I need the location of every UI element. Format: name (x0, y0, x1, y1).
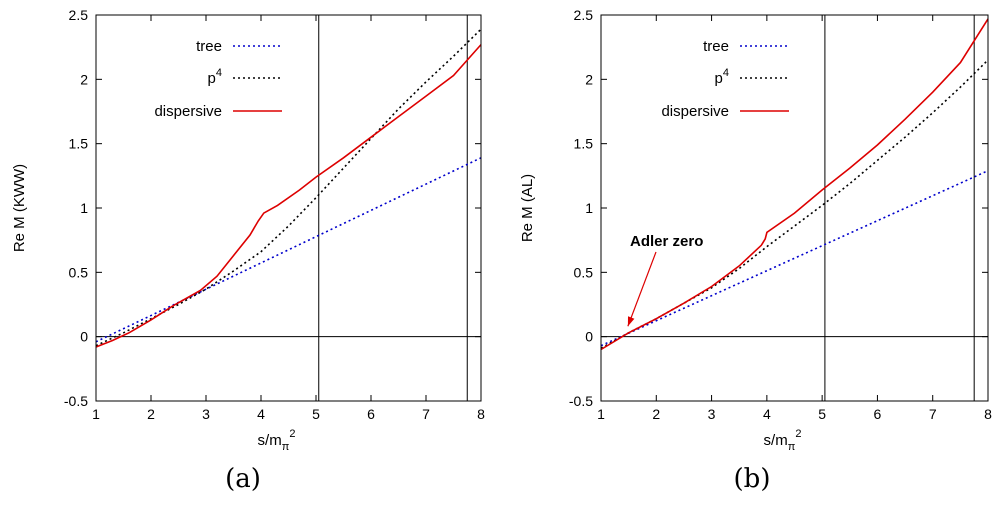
y-tick-label: 2.5 (69, 7, 89, 23)
x-tick-label: 7 (422, 406, 430, 422)
plot-frame (95, 14, 482, 402)
x-tick-label: 2 (147, 406, 155, 422)
y-tick-label: 1.5 (574, 136, 594, 152)
plot-frame (600, 14, 989, 402)
x-tick-label: 1 (597, 406, 605, 422)
x-tick-label: 6 (367, 406, 375, 422)
x-tick-label: 7 (929, 406, 937, 422)
series-line-tree (95, 157, 482, 343)
y-tick-label: 1.5 (69, 136, 89, 152)
annotation-arrow-head (627, 316, 635, 327)
y-tick-label: 0.5 (574, 264, 594, 280)
x-axis-label: s/mπ2 (258, 428, 296, 453)
y-tick-label: -0.5 (569, 393, 593, 409)
y-tick-label: 2.5 (574, 7, 594, 23)
y-tick-label: 0 (585, 329, 593, 345)
panel-b: 1 2 3 4 5 6 7 8 -0.5 0 0.5 1 1.5 2 2.5 tree p4 dispersive… (519, 7, 992, 494)
series-line-dispersive (600, 18, 989, 351)
panel-caption: (b) (734, 464, 771, 494)
y-tick-label: -0.5 (64, 393, 88, 409)
legend-label: p4 (715, 67, 729, 87)
x-tick-label: 5 (312, 406, 320, 422)
x-tick-label: 8 (477, 406, 485, 422)
x-tick-label: 5 (818, 406, 826, 422)
x-tick-label: 4 (257, 406, 265, 422)
y-tick-label: 2 (80, 71, 88, 87)
series-line-p (95, 28, 482, 347)
x-tick-label: 8 (984, 406, 992, 422)
panel-caption: (a) (225, 464, 261, 494)
legend-label: tree (196, 38, 222, 55)
y-tick-label: 1 (585, 200, 593, 216)
x-tick-label: 3 (202, 406, 210, 422)
legend-label: tree (703, 38, 729, 55)
x-tick-label: 2 (652, 406, 660, 422)
annotation-arrow-shaft (627, 251, 657, 327)
y-axis-label: Re M (AL) (519, 174, 536, 242)
legend-label: p4 (208, 67, 222, 87)
panel-a: 1 2 3 4 5 6 7 8 -0.5 0 0.5 1 1.5 2 2.5 tree p4 dispersive… (11, 7, 485, 494)
y-tick-label: 2 (585, 71, 593, 87)
x-tick-label: 1 (92, 406, 100, 422)
series-line-dispersive (95, 44, 482, 348)
x-tick-label: 4 (763, 406, 771, 422)
y-tick-label: 0 (80, 329, 88, 345)
legend-label: dispersive (661, 103, 729, 120)
x-tick-label: 6 (874, 406, 882, 422)
y-tick-label: 0.5 (69, 264, 89, 280)
legend-label: dispersive (154, 103, 222, 120)
y-tick-label: 1 (80, 200, 88, 216)
annotation-label: Adler zero (630, 233, 703, 250)
series-line-tree (600, 169, 989, 347)
series-line-p (600, 59, 989, 349)
y-axis-label: Re M (KWW) (11, 164, 28, 252)
x-axis-label: s/mπ2 (764, 428, 802, 453)
x-tick-label: 3 (708, 406, 716, 422)
